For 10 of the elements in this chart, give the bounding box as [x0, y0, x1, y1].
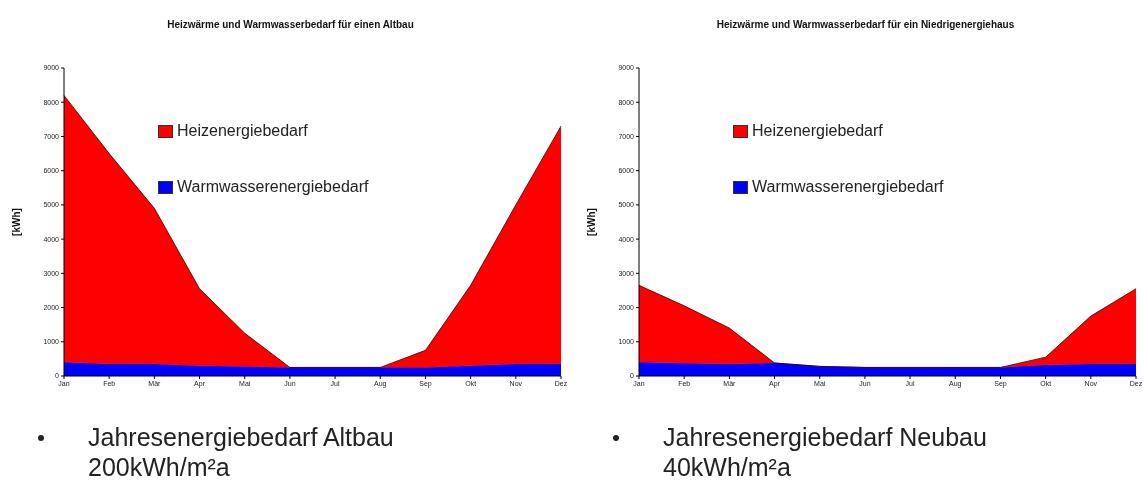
y-axis-title: [kWh]: [10, 208, 22, 236]
legend-label: Warmwasserenergiebedarf: [752, 178, 944, 196]
chart-title: Heizwärme und Warmwasserbedarf für ein Niedrigenergiehaus: [715, 18, 1016, 32]
legend-label: Heizenergiebedarf: [177, 122, 308, 140]
text: Jahresenergiebedarf Neubau 40kWh/m²a: [663, 422, 988, 482]
legend-label: Heizenergiebedarf: [752, 122, 883, 140]
legend-label: Warmwasserenergiebedarf: [177, 178, 369, 196]
text: Jahresenergiebedarf Altbau 200kWh/m²a: [88, 422, 395, 482]
chart-title: Heizwärme und Warmwasserbedarf für einen Altbau: [166, 18, 415, 32]
y-axis-title: [kWh]: [585, 208, 597, 236]
